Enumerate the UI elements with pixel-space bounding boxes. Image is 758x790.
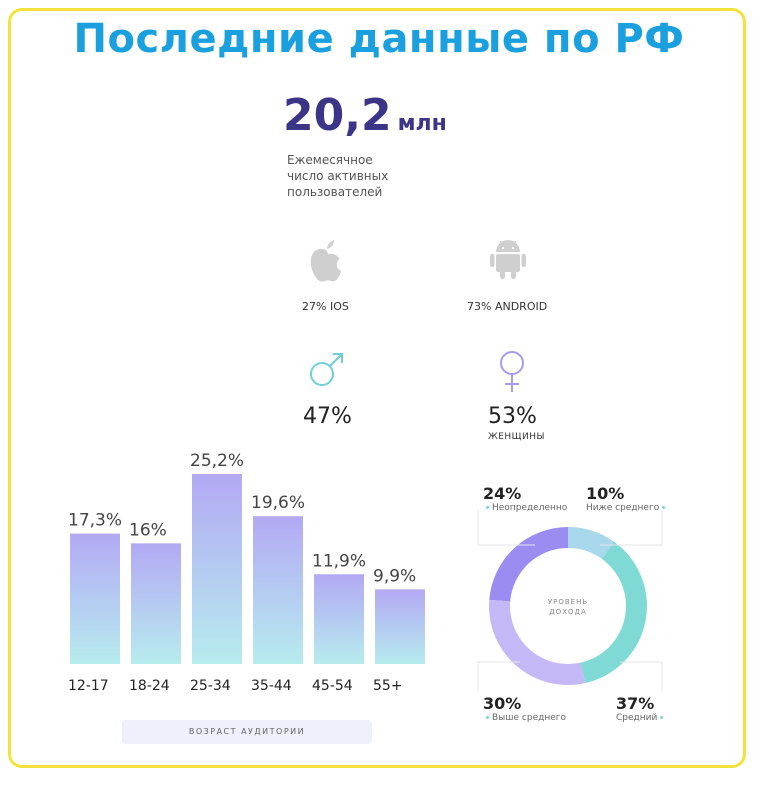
income-label-below-average: 10% Ниже среднего <box>586 484 668 513</box>
bar-value-label: 16% <box>129 520 167 540</box>
bar-value-label: 11,9% <box>312 551 366 571</box>
income-value: 10% <box>586 484 625 503</box>
income-category: Средний <box>616 713 666 723</box>
bar-value-label: 9,9% <box>373 566 416 586</box>
bar-category-label: 12-17 <box>68 678 109 694</box>
bar <box>375 589 425 664</box>
frame-border <box>8 8 746 768</box>
bar-category-label: 18-24 <box>129 678 170 694</box>
female-label: ЖЕНЩИНЫ <box>488 432 545 442</box>
bar <box>192 474 242 664</box>
leader-line <box>620 661 663 692</box>
income-value: 30% <box>483 694 522 713</box>
income-label-above-average: 30% Выше среднего <box>483 694 566 723</box>
headline-desc-line: Ежемесячное <box>287 153 373 167</box>
income-label-average: 37% Средний <box>616 694 666 723</box>
bar-value-label: 17,3% <box>68 511 122 531</box>
donut-center-label: ДОХОДА <box>549 608 587 616</box>
donut-slice <box>489 527 568 602</box>
bar <box>314 574 364 664</box>
bar <box>70 533 120 664</box>
bar-value-label: 19,6% <box>251 493 305 513</box>
leader-line <box>477 510 535 546</box>
donut-slice <box>568 527 615 559</box>
income-category: Ниже среднего <box>586 503 668 513</box>
dot-icon <box>486 716 489 719</box>
bar-category-label: 35-44 <box>251 678 292 694</box>
ios-label: 27% IOS <box>302 300 349 313</box>
dot-icon <box>660 716 664 719</box>
bar-category-label: 55+ <box>373 678 403 694</box>
headline-stat: 20,2 млн <box>283 90 447 141</box>
headline-description: Ежемесячное число активных пользователей <box>287 152 427 200</box>
leader-line <box>600 510 663 546</box>
male-symbol-icon <box>310 353 343 386</box>
male-percent: 47% <box>303 404 352 429</box>
age-axis-caption: ВОЗРАСТ АУДИТОРИИ <box>122 720 372 744</box>
android-icon <box>490 240 526 279</box>
leader-line <box>477 661 520 692</box>
donut-center-label: УРОВЕНЬ <box>548 598 588 606</box>
income-label-undefined: 24% Неопределенно <box>483 484 567 513</box>
headline-desc-line: число активных <box>287 169 389 183</box>
donut-slice <box>488 599 586 686</box>
apple-icon <box>310 240 341 282</box>
income-category: Выше среднего <box>483 713 566 723</box>
bar-value-label: 25,2% <box>190 451 244 471</box>
bar-category-label: 45-54 <box>312 678 353 694</box>
headline-unit: млн <box>397 111 447 136</box>
female-symbol-icon <box>500 351 524 392</box>
android-label: 73% ANDROID <box>467 300 548 313</box>
bar <box>131 543 181 664</box>
dot-icon <box>486 506 489 509</box>
income-value: 37% <box>616 694 655 713</box>
page-title: Последние данные по РФ <box>73 16 685 62</box>
donut-slice <box>580 541 647 684</box>
income-value: 24% <box>483 484 522 503</box>
bar-category-label: 25-34 <box>190 678 231 694</box>
headline-desc-line: пользователей <box>287 185 383 199</box>
dot-icon <box>662 506 666 509</box>
income-category: Неопределенно <box>483 503 567 513</box>
female-percent: 53% <box>488 404 537 429</box>
bar <box>253 516 303 664</box>
headline-value: 20,2 <box>283 90 392 141</box>
